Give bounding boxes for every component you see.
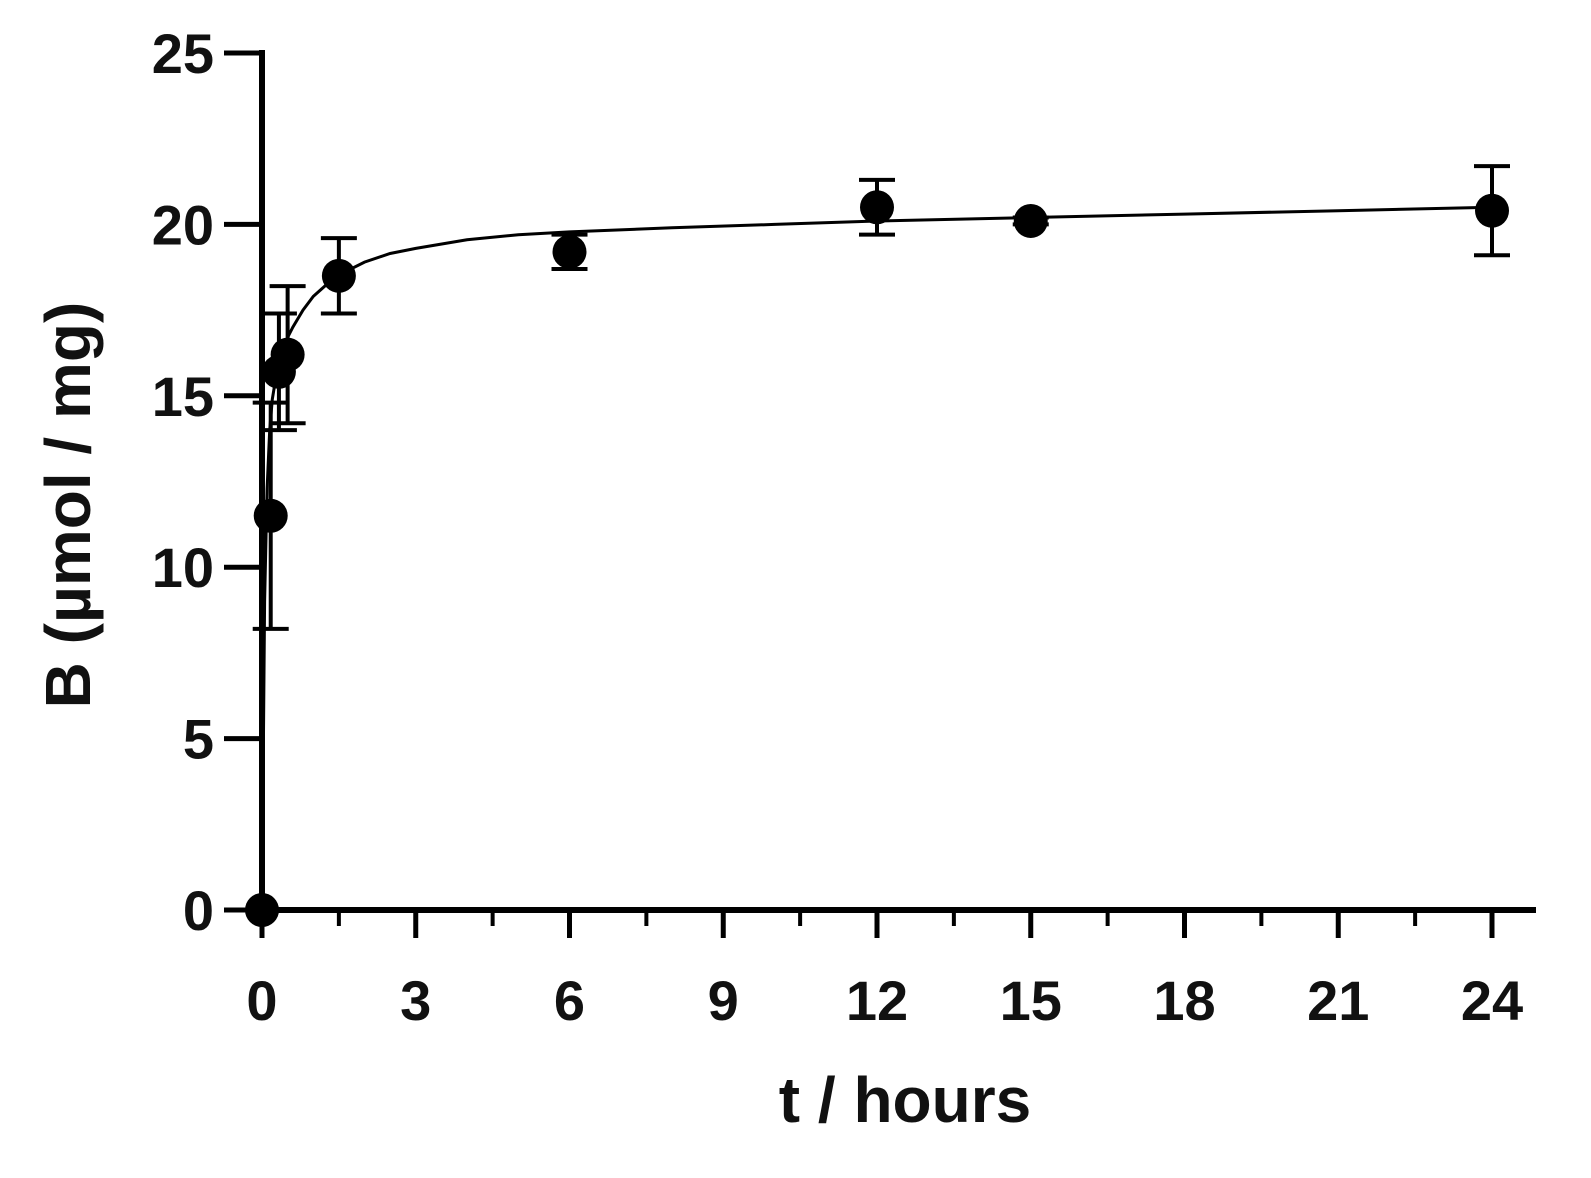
x-tick-label: 15 bbox=[1000, 969, 1062, 1032]
y-tick-label: 20 bbox=[152, 193, 214, 256]
data-point bbox=[860, 190, 894, 225]
y-tick-label: 15 bbox=[152, 365, 214, 428]
data-point bbox=[270, 337, 305, 372]
data-point bbox=[321, 258, 356, 293]
x-tick-label: 9 bbox=[708, 969, 739, 1032]
x-tick-label: 3 bbox=[400, 969, 431, 1032]
fit-curve-layer bbox=[260, 205, 1493, 911]
data-points-layer bbox=[245, 164, 1510, 927]
fit-curve-line bbox=[260, 205, 1493, 911]
x-axis-title: t / hours bbox=[779, 1064, 1031, 1136]
x-tick-label: 18 bbox=[1153, 969, 1215, 1032]
y-tick-label: 0 bbox=[183, 879, 214, 942]
data-point bbox=[245, 893, 279, 927]
y-axis-title: B (µmol / mg) bbox=[32, 302, 104, 709]
x-tick-label: 6 bbox=[554, 969, 585, 1032]
x-tick-label: 12 bbox=[846, 969, 908, 1032]
labels-layer: t / hours B (µmol / mg) 0 3 6 9 12 15 18 21 24 0 5… bbox=[32, 22, 1523, 1136]
data-point bbox=[253, 498, 288, 533]
y-tick-label: 10 bbox=[152, 536, 214, 599]
data-point bbox=[552, 234, 587, 269]
y-tick-label: 25 bbox=[152, 22, 214, 85]
data-point bbox=[1475, 193, 1509, 228]
x-tick-label: 21 bbox=[1307, 969, 1369, 1032]
data-point bbox=[1013, 203, 1048, 238]
x-tick-label: 0 bbox=[246, 969, 277, 1032]
x-tick-label: 24 bbox=[1461, 969, 1523, 1032]
y-tick-label: 5 bbox=[183, 708, 214, 771]
